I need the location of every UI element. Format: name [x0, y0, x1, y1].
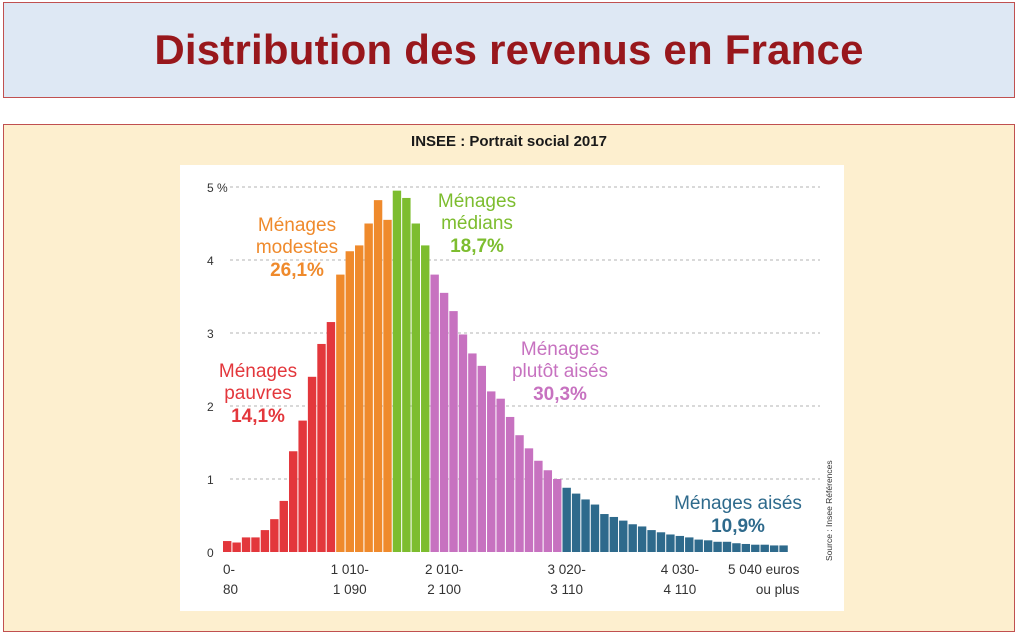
- bar: [307, 376, 317, 552]
- bar: [590, 504, 600, 552]
- bar: [270, 519, 279, 552]
- bar: [373, 200, 383, 552]
- bar: [553, 479, 562, 552]
- bar: [345, 251, 354, 552]
- bar: [317, 343, 326, 552]
- bar: [430, 274, 439, 552]
- x-tick-label: 3 110: [550, 582, 583, 597]
- bar: [289, 451, 298, 552]
- bar: [779, 545, 788, 552]
- bar: [223, 541, 232, 552]
- source-note: Source : Insee Références: [824, 460, 834, 561]
- page-title: Distribution des revenus en France: [154, 26, 864, 73]
- group-label: Ménages: [219, 361, 297, 382]
- bar: [458, 334, 468, 552]
- y-tick-label: 2: [207, 400, 214, 414]
- income-histogram: 0 1 2 3 4 5 % 0- 80 1 010- 1 090 2 010- 2 100 3 020-…: [207, 181, 834, 597]
- bar: [581, 499, 590, 552]
- y-tick-label: 0: [207, 546, 214, 560]
- bar: [468, 353, 477, 552]
- x-tick-label: 1 090: [333, 582, 367, 597]
- x-tick-label: 2 100: [427, 582, 461, 597]
- bar: [562, 487, 571, 552]
- group-share: 18,7%: [450, 236, 504, 257]
- bar: [769, 545, 779, 552]
- bar: [524, 448, 534, 552]
- y-tick-label: 3: [207, 327, 214, 341]
- group-share: 14,1%: [231, 406, 285, 427]
- x-tick-label: ou plus: [756, 582, 800, 597]
- bar: [383, 219, 392, 552]
- bar: [543, 470, 553, 552]
- group-label: Ménages: [258, 215, 336, 236]
- bar: [713, 541, 722, 552]
- bar: [241, 537, 251, 552]
- bar: [732, 543, 741, 552]
- bar: [232, 542, 241, 552]
- title-box: Distribution des revenus en France: [3, 2, 1015, 98]
- group-label: pauvres: [224, 383, 292, 404]
- bar: [703, 540, 713, 552]
- bar: [336, 274, 345, 552]
- group-label: médians: [441, 213, 513, 234]
- bar: [326, 322, 336, 552]
- bar: [355, 245, 364, 552]
- bar: [392, 190, 402, 552]
- bar: [251, 537, 260, 552]
- bar: [609, 516, 619, 552]
- bar: [411, 223, 420, 552]
- group-share: 10,9%: [711, 516, 765, 537]
- x-tick-label: 1 010-: [331, 562, 369, 577]
- x-tick-label: 80: [223, 582, 238, 597]
- bar: [722, 541, 732, 552]
- bar: [279, 500, 288, 552]
- bar: [675, 535, 685, 552]
- bar: [628, 524, 637, 552]
- bar: [751, 544, 760, 552]
- group-share: 30,3%: [533, 384, 587, 405]
- chart-panel: INSEE : Portrait social 2017 0 1 2 3 4 5 % 0- 8…: [3, 124, 1015, 632]
- bar: [439, 292, 449, 552]
- x-tick-label: 5 040 euros: [728, 562, 800, 577]
- chart-area: 0 1 2 3 4 5 % 0- 80 1 010- 1 090 2 010- 2 100 3 020-…: [180, 165, 844, 611]
- y-tick-label: 5 %: [207, 181, 228, 195]
- bar: [694, 539, 703, 552]
- bar: [298, 420, 307, 552]
- bar: [515, 435, 524, 552]
- bar: [666, 534, 675, 552]
- group-label: Ménages: [438, 191, 516, 212]
- bar: [685, 537, 694, 552]
- bar: [421, 245, 430, 552]
- group-share: 26,1%: [270, 260, 324, 281]
- bar: [487, 391, 496, 552]
- bar: [571, 493, 581, 552]
- bar: [647, 530, 656, 552]
- chart-subtitle: INSEE : Portrait social 2017: [411, 133, 607, 150]
- bar: [760, 544, 769, 552]
- y-tick-label: 1: [207, 473, 214, 487]
- y-tick-label: 4: [207, 254, 214, 268]
- bar: [402, 197, 411, 552]
- bar: [534, 460, 543, 552]
- bar: [619, 520, 628, 552]
- x-tick-label: 4 030-: [661, 562, 699, 577]
- bar: [496, 398, 505, 552]
- group-label: modestes: [256, 237, 338, 258]
- bar: [449, 311, 458, 552]
- bar: [600, 514, 609, 552]
- group-label: Ménages aisés: [674, 493, 802, 514]
- bar: [505, 416, 515, 552]
- group-label: Ménages: [521, 339, 599, 360]
- bar: [364, 223, 373, 552]
- bar: [637, 526, 647, 552]
- x-tick-label: 4 110: [663, 582, 696, 597]
- x-tick-label: 2 010-: [425, 562, 463, 577]
- group-label: plutôt aisés: [512, 361, 608, 382]
- bar: [260, 530, 270, 552]
- x-tick-label: 3 020-: [548, 562, 586, 577]
- bar: [656, 532, 666, 552]
- x-tick-label: 0-: [223, 562, 235, 577]
- bar: [741, 543, 751, 552]
- bar: [477, 365, 487, 552]
